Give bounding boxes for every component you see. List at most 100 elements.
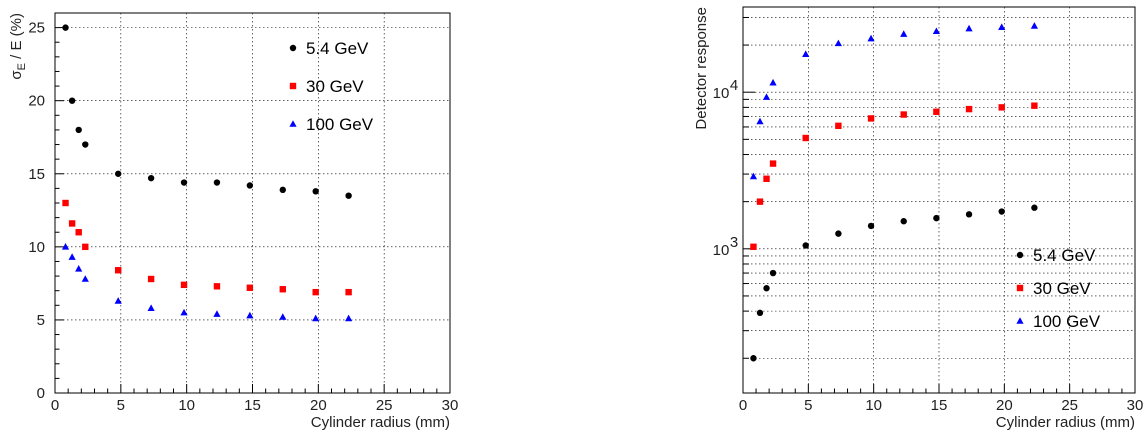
data-point [749, 172, 758, 180]
series-100-gev [749, 22, 1038, 180]
x-tick-label: 5 [117, 397, 125, 414]
data-point [147, 174, 155, 182]
data-point [246, 311, 254, 319]
data-point [965, 24, 973, 32]
data-point [115, 267, 122, 274]
data-point [867, 115, 875, 122]
data-point [769, 78, 777, 86]
data-point [75, 229, 82, 236]
data-point [312, 188, 319, 195]
legend-marker [289, 120, 297, 127]
series-5-4-gev [750, 204, 1038, 362]
x-tick-label: 5 [804, 397, 812, 414]
legend-marker [289, 44, 297, 52]
legend-marker [1016, 284, 1024, 292]
series-30-gev [62, 199, 352, 296]
series-5-4-gev [62, 24, 352, 199]
x-axis-title: Cylinder radius (mm) [311, 414, 450, 431]
data-point [180, 179, 188, 186]
y-tick-label: 10 [28, 239, 45, 256]
data-point [213, 310, 221, 317]
data-point [835, 122, 842, 130]
data-point [345, 314, 353, 322]
y-axis-ticks [743, 16, 755, 359]
x-axis-ticks [54, 384, 451, 393]
data-point [75, 126, 82, 134]
data-point [75, 264, 83, 272]
x-tick-label: 15 [244, 397, 261, 414]
y-tick-label: 15 [28, 166, 45, 183]
data-point [763, 175, 770, 182]
data-point [965, 105, 973, 113]
y-tick-label-exponent: 4 [730, 77, 738, 94]
data-point [180, 308, 188, 316]
y-axis-title-symbol: σ [8, 70, 25, 80]
data-point [900, 111, 907, 118]
legend-label: 30 GeV [306, 77, 364, 96]
data-point [114, 297, 122, 304]
data-point [762, 93, 771, 100]
data-point [867, 222, 875, 230]
data-point [750, 355, 757, 362]
legend-label: 30 GeV [1033, 279, 1091, 298]
data-point [246, 284, 254, 291]
data-point [835, 230, 842, 237]
data-point [933, 108, 940, 115]
legend-label: 5.4 GeV [306, 39, 369, 58]
series-30-gev [750, 102, 1038, 250]
legend-marker [1016, 251, 1024, 259]
x-tick-label: 0 [739, 397, 747, 414]
y-axis-title: Detector response [693, 7, 710, 130]
data-point [867, 34, 875, 42]
x-axis-title: Cylinder radius (mm) [996, 414, 1135, 431]
data-point [932, 27, 940, 35]
data-point [900, 218, 907, 225]
y-axis-title-text: σE / E (%) [8, 13, 28, 80]
x-tick-label: 0 [51, 397, 59, 414]
y-tick-label-base: 10 [713, 85, 730, 102]
y-axis-title-subscript: E [16, 63, 28, 70]
x-tick-label: 20 [996, 397, 1013, 414]
data-point [1031, 102, 1038, 109]
data-point [147, 304, 155, 312]
legend-label: 100 GeV [306, 115, 374, 134]
data-point [345, 192, 352, 199]
y-tick-label: 25 [28, 20, 45, 37]
data-point [279, 313, 287, 320]
data-point [82, 141, 89, 148]
legend-marker [289, 82, 297, 90]
x-tick-label: 25 [376, 397, 393, 414]
data-point [147, 275, 155, 283]
data-point [345, 288, 352, 296]
series-100-gev [61, 243, 353, 322]
data-point [68, 97, 76, 104]
y-tick-label-base: 10 [713, 242, 730, 259]
data-point [763, 285, 770, 292]
legend-label: 5.4 GeV [1033, 246, 1096, 265]
data-point [756, 117, 764, 125]
data-point [81, 275, 89, 282]
data-point [62, 199, 69, 207]
x-tick-label: 15 [931, 397, 948, 414]
y-tick-label: 20 [28, 93, 45, 110]
data-point [62, 24, 69, 31]
y-axis-title-text: Detector response [693, 7, 710, 130]
data-point [82, 243, 89, 251]
data-point [965, 211, 973, 218]
data-point [213, 179, 221, 186]
x-tick-label: 10 [178, 397, 195, 414]
data-point [279, 186, 286, 194]
data-point [68, 220, 76, 227]
data-point [756, 309, 764, 317]
data-point [998, 23, 1006, 31]
data-point [756, 198, 764, 205]
data-point [115, 170, 122, 177]
data-point [802, 50, 810, 57]
data-point [61, 243, 70, 250]
legend-label: 100 GeV [1033, 312, 1101, 331]
data-point [1030, 22, 1038, 29]
data-point [998, 208, 1005, 215]
gridlines [743, 7, 1135, 393]
